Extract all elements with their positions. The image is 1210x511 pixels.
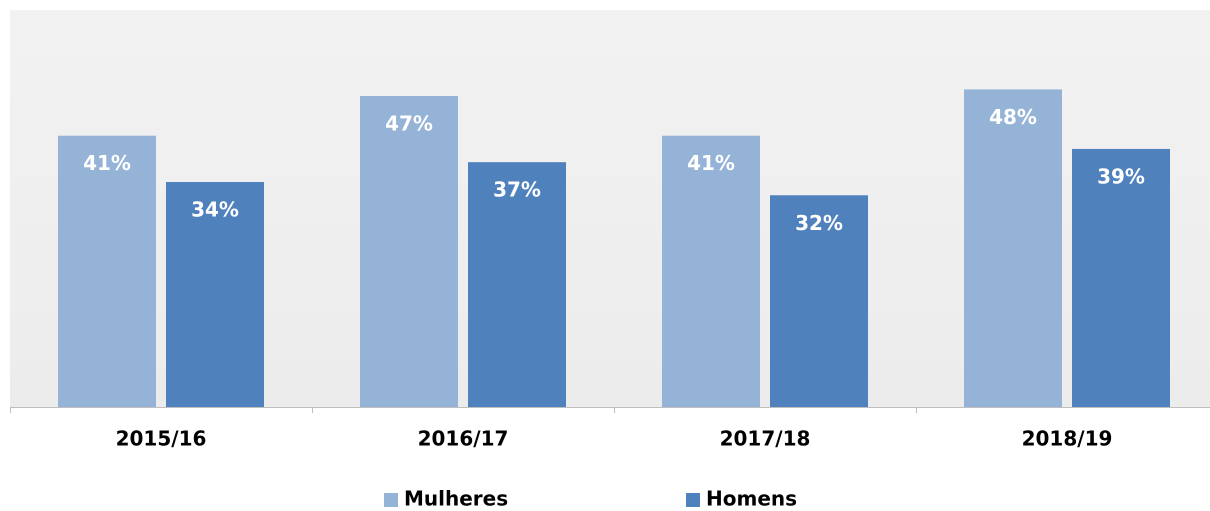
data-label: 48%	[989, 105, 1037, 129]
data-label: 41%	[687, 151, 735, 175]
x-tick-label: 2018/19	[1022, 427, 1113, 451]
bar	[1072, 148, 1170, 407]
bar	[964, 89, 1062, 408]
data-label: 32%	[795, 211, 843, 235]
legend-label: Homens	[706, 487, 797, 511]
data-label: 34%	[191, 198, 239, 222]
bar	[360, 96, 458, 408]
legend-label: Mulheres	[404, 487, 508, 511]
bar	[468, 162, 566, 407]
x-tick-label: 2017/18	[720, 427, 811, 451]
bar	[58, 135, 156, 407]
x-tick-label: 2015/16	[116, 427, 207, 451]
legend-swatch	[384, 493, 398, 507]
data-label: 39%	[1097, 164, 1145, 188]
data-label: 47%	[385, 112, 433, 136]
data-label: 41%	[83, 151, 131, 175]
bar	[770, 195, 868, 407]
data-label: 37%	[493, 178, 541, 202]
bar	[662, 135, 760, 407]
legend-swatch	[686, 493, 700, 507]
bar	[166, 182, 264, 407]
x-tick-label: 2016/17	[418, 427, 509, 451]
